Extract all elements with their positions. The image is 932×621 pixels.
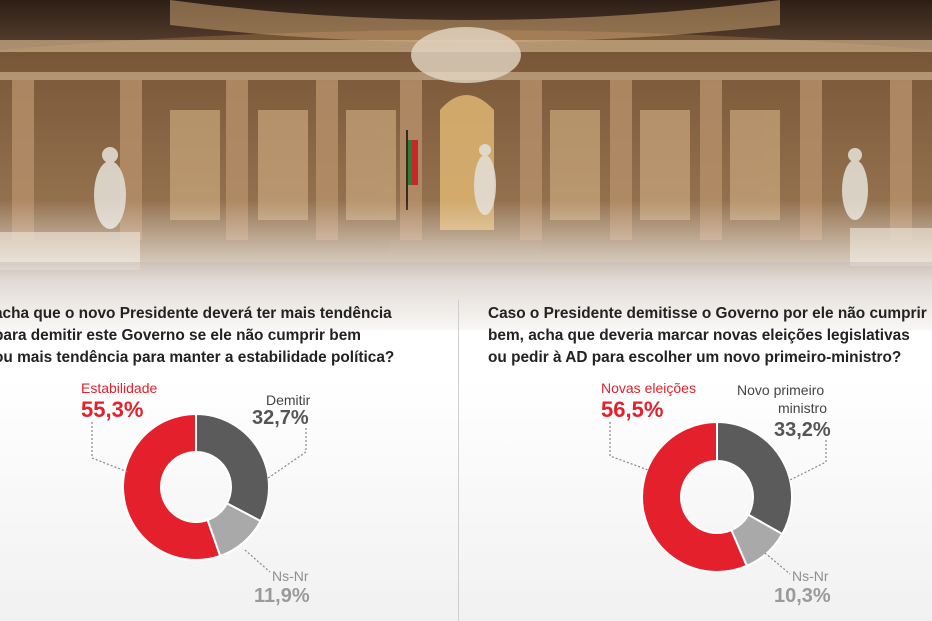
value-ns-nr-right: 10,3% [774,585,831,607]
label-estabilidade: Estabilidade [81,380,158,396]
panel-divider [458,300,459,621]
donut-slice-novas-elei-es [641,420,749,573]
donut-chart-left [122,412,270,561]
label-demitir: Demitir [266,392,311,408]
donut-slice-demitir [195,412,270,523]
leader-line-novas-eleicoes [609,422,649,471]
value-estabilidade: 55,3% [81,397,144,422]
value-novas-eleicoes: 56,5% [601,397,664,422]
leader-line-estabilidade [91,422,129,473]
value-demitir: 32,7% [252,407,309,429]
donut-slice-estabilidade [122,412,222,561]
value-novo-primeiro-ministro: 33,2% [774,419,831,441]
leader-line-ns-nr-left [244,549,271,573]
value-ns-nr-left: 11,9% [254,585,310,607]
label-ns-nr-right: Ns-Nr [792,568,829,584]
label-novo-primeiro-line2: ministro [778,400,828,416]
label-novas-eleicoes: Novas eleições [601,380,696,396]
leader-line-ns-nr-right [764,552,791,575]
question-right: Caso o Presidente demitisse o Governo po… [488,305,927,366]
leader-line-novo-primeiro-ministro [789,440,827,481]
leader-line-demitir [267,428,307,479]
label-ns-nr-left: Ns-Nr [272,568,309,584]
question-left: acha que o novo Presidente deverá ter ma… [0,305,395,366]
donut-chart-right [641,420,793,573]
label-novo-primeiro-line1: Novo primeiro [737,382,825,398]
donut-slice-novo-primeiro-ministro [716,420,793,536]
